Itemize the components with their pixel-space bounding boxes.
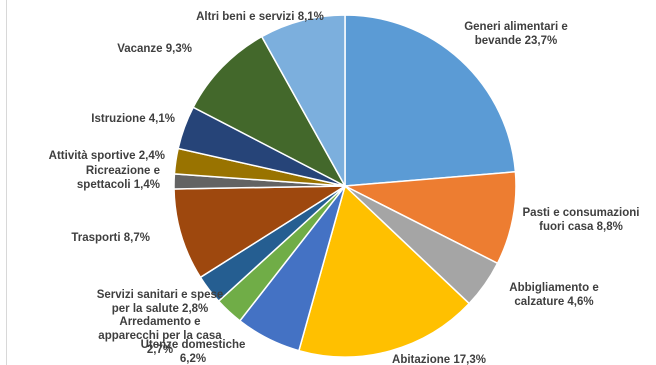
slice-ricreazione-e-label-line: spettacoli 1,4% xyxy=(77,179,160,191)
slice-trasporti-8-7-label: Trasporti 8,7% xyxy=(71,232,150,244)
slice-abbigliamento-e-label-line: Abbigliamento e xyxy=(509,282,598,294)
slice-arredamento-e-label-line: 2,7% xyxy=(147,344,173,356)
slice-altri-beni-e-servizi-8-1-label: Altri beni e servizi 8,1% xyxy=(196,11,324,23)
slice-utenze-domestiche-label: Utenze domestiche 6,2% xyxy=(141,339,246,365)
slice-abitazione-17-3-label: Abitazione 17,3% xyxy=(392,354,486,365)
pie-slices xyxy=(173,14,517,358)
slice-pasti-e-consumazioni-label-line: Pasti e consumazioni xyxy=(523,207,640,219)
slice-vacanze-9-3 xyxy=(192,35,347,188)
slice-pasti-e-consumazioni-label: Pasti e consumazioni fuori casa 8,8% xyxy=(523,207,640,233)
left-border-line xyxy=(6,0,7,365)
slice-vacanze-9-3-label-line: Vacanze 9,3% xyxy=(117,43,192,55)
slice-abitazione-17-3 xyxy=(297,184,471,358)
slice-altri-beni-e-servizi-8-1 xyxy=(260,14,346,189)
slice-generi-alimentari-e-label-line: bevande 23,7% xyxy=(475,35,557,47)
slice-ricreazione-e-label: Ricreazione e spettacoli 1,4% xyxy=(77,165,160,191)
slice-generi-alimentari-e xyxy=(344,14,517,187)
slice-generi-alimentari-e-label-line: Generi alimentari e xyxy=(464,21,568,33)
slice-istruzione-4-1-label-line: Istruzione 4,1% xyxy=(91,113,175,125)
slice-attivita-sportive-2-4-label-line: Attività sportive 2,4% xyxy=(49,150,165,162)
slice-utenze-domestiche-label-line: Utenze domestiche xyxy=(141,339,246,351)
slice-pasti-e-consumazioni xyxy=(342,170,517,265)
slice-ricreazione-e-label-line: Ricreazione e xyxy=(86,165,160,177)
slice-trasporti-8-7-label-line: Trasporti 8,7% xyxy=(71,232,150,244)
slice-servizi-sanitari-e-spese-label-line: Servizi sanitari e spese xyxy=(97,289,224,301)
slice-generi-alimentari-e-label: Generi alimentari e bevande 23,7% xyxy=(464,21,568,47)
slice-servizi-sanitari-e-spese-label-line: per la salute 2,8% xyxy=(112,303,209,315)
slice-servizi-sanitari-e-spese-label: Servizi sanitari e spese per la salute 2,… xyxy=(97,289,224,315)
slice-abbigliamento-e-label: Abbigliamento e calzature 4,6% xyxy=(509,282,598,308)
slice-altri-beni-e-servizi-8-1-label-line: Altri beni e servizi 8,1% xyxy=(196,11,324,23)
slice-trasporti-8-7 xyxy=(173,185,348,279)
slice-abitazione-17-3-label-line: Abitazione 17,3% xyxy=(392,354,486,365)
slice-arredamento-e-label: Arredamento e apparecchi per la casa 2,7% xyxy=(98,316,222,356)
slice-arredamento-e-label-line: Arredamento e xyxy=(119,316,200,328)
slice-pasti-e-consumazioni-label-line: fuori casa 8,8% xyxy=(539,221,623,233)
slice-utenze-domestiche-label-line: 6,2% xyxy=(180,353,206,365)
slice-istruzione-4-1-label: Istruzione 4,1% xyxy=(91,113,175,125)
slice-labels: Generi alimentari e bevande 23,7% Pasti e … xyxy=(49,11,640,365)
slice-vacanze-9-3-label: Vacanze 9,3% xyxy=(117,43,192,55)
slice-attivita-sportive-2-4-label: Attività sportive 2,4% xyxy=(49,150,165,162)
slice-abbigliamento-e-label-line: calzature 4,6% xyxy=(514,296,593,308)
slice-arredamento-e-label-line: apparecchi per la casa xyxy=(98,330,222,342)
